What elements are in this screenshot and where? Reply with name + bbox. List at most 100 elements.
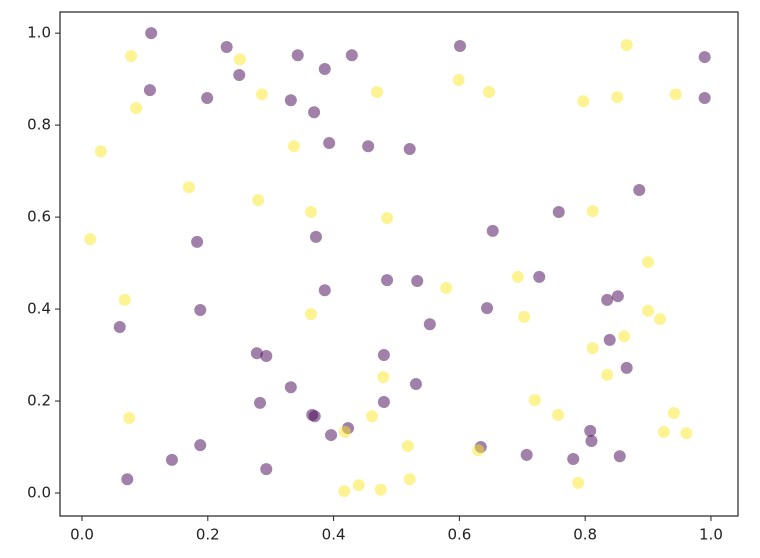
scatter-point (84, 233, 97, 246)
scatter-point (381, 274, 394, 287)
scatter-point (345, 49, 358, 62)
scatter-point (440, 281, 453, 294)
scatter-point (165, 453, 178, 466)
scatter-point (254, 396, 267, 409)
scatter-point (452, 74, 465, 87)
y-tick-label: 1.0 (27, 24, 51, 42)
scatter-point (533, 270, 546, 283)
scatter-point (318, 284, 331, 297)
x-tick-label: 0.4 (322, 526, 346, 544)
y-tick-label: 0.8 (27, 116, 51, 134)
scatter-point (585, 435, 598, 448)
scatter-point (291, 49, 304, 62)
scatter-point (325, 429, 338, 442)
scatter-point (260, 349, 273, 362)
scatter-point (352, 479, 365, 492)
scatter-point (323, 137, 336, 150)
scatter-point (698, 51, 711, 64)
scatter-point (194, 439, 207, 452)
scatter-point (250, 347, 263, 360)
scatter-point (642, 304, 655, 317)
scatter-point (377, 371, 390, 384)
scatter-point (123, 412, 136, 425)
scatter-point (220, 40, 233, 53)
scatter-point (113, 321, 126, 333)
scatter-point (577, 95, 590, 108)
scatter-point (620, 39, 633, 52)
scatter-point (411, 275, 424, 288)
scatter-point (423, 318, 436, 331)
scatter-point (486, 224, 499, 237)
scatter-point (567, 452, 580, 465)
scatter-point (338, 485, 351, 498)
scatter-point (518, 310, 531, 323)
scatter-point (125, 50, 138, 63)
scatter-point (403, 143, 416, 156)
scatter-point (633, 183, 646, 196)
scatter-point (472, 444, 485, 457)
scatter-point (601, 293, 614, 306)
scatter-point (118, 293, 131, 306)
scatter-point (454, 40, 467, 53)
scatter-point (552, 206, 565, 219)
scatter-point (191, 235, 204, 248)
y-tick-label: 0.6 (27, 208, 51, 226)
scatter-point (338, 425, 351, 438)
y-tick-label: 0.2 (27, 392, 51, 410)
scatter-point (620, 361, 633, 374)
scatter-point (130, 102, 143, 115)
scatter-point (233, 53, 246, 66)
scatter-point (481, 302, 494, 315)
y-tick-label: 0.0 (27, 484, 51, 502)
scatter-point (255, 88, 268, 101)
x-tick-label: 0.6 (447, 526, 471, 544)
scatter-point (370, 86, 383, 99)
x-tick-label: 0.8 (573, 526, 597, 544)
x-tick-label: 0.0 (70, 526, 94, 544)
scatter-point (121, 473, 134, 486)
scatter-point (401, 440, 414, 453)
scatter-point (552, 408, 565, 421)
scatter-point (669, 88, 682, 101)
scatter-point (308, 106, 321, 119)
scatter-point (374, 483, 387, 496)
x-tick-label: 1.0 (699, 526, 723, 544)
scatter-point (304, 308, 317, 321)
scatter-point (601, 368, 614, 381)
scatter-point (94, 145, 107, 158)
scatter-point (365, 410, 378, 423)
scatter-point (611, 290, 624, 303)
scatter-point (308, 410, 321, 423)
scatter-point (182, 181, 195, 194)
axes-frame (59, 11, 739, 517)
scatter-point (362, 140, 375, 153)
scatter-point (642, 256, 655, 269)
scatter-point (586, 342, 599, 355)
scatter-point (667, 406, 680, 419)
scatter-point (409, 378, 422, 391)
scatter-point (287, 140, 300, 153)
scatter-point (304, 206, 317, 219)
scatter-point (698, 91, 711, 104)
scatter-point (381, 212, 394, 225)
scatter-point (482, 86, 495, 99)
scatter-point (613, 450, 626, 463)
scatter-point (318, 63, 331, 76)
scatter-point (586, 205, 599, 218)
scatter-point (194, 303, 207, 316)
scatter-point (143, 84, 156, 97)
x-tick-label: 0.2 (196, 526, 220, 544)
scatter-point (618, 330, 631, 343)
scatter-point (520, 448, 533, 461)
scatter-point (145, 27, 158, 40)
scatter-point (309, 230, 322, 243)
scatter-point (657, 425, 670, 438)
scatter-point (680, 427, 693, 440)
scatter-point (511, 270, 524, 283)
scatter-point (201, 91, 214, 104)
scatter-point (572, 476, 585, 489)
scatter-point (603, 333, 616, 346)
scatter-point (377, 395, 390, 408)
